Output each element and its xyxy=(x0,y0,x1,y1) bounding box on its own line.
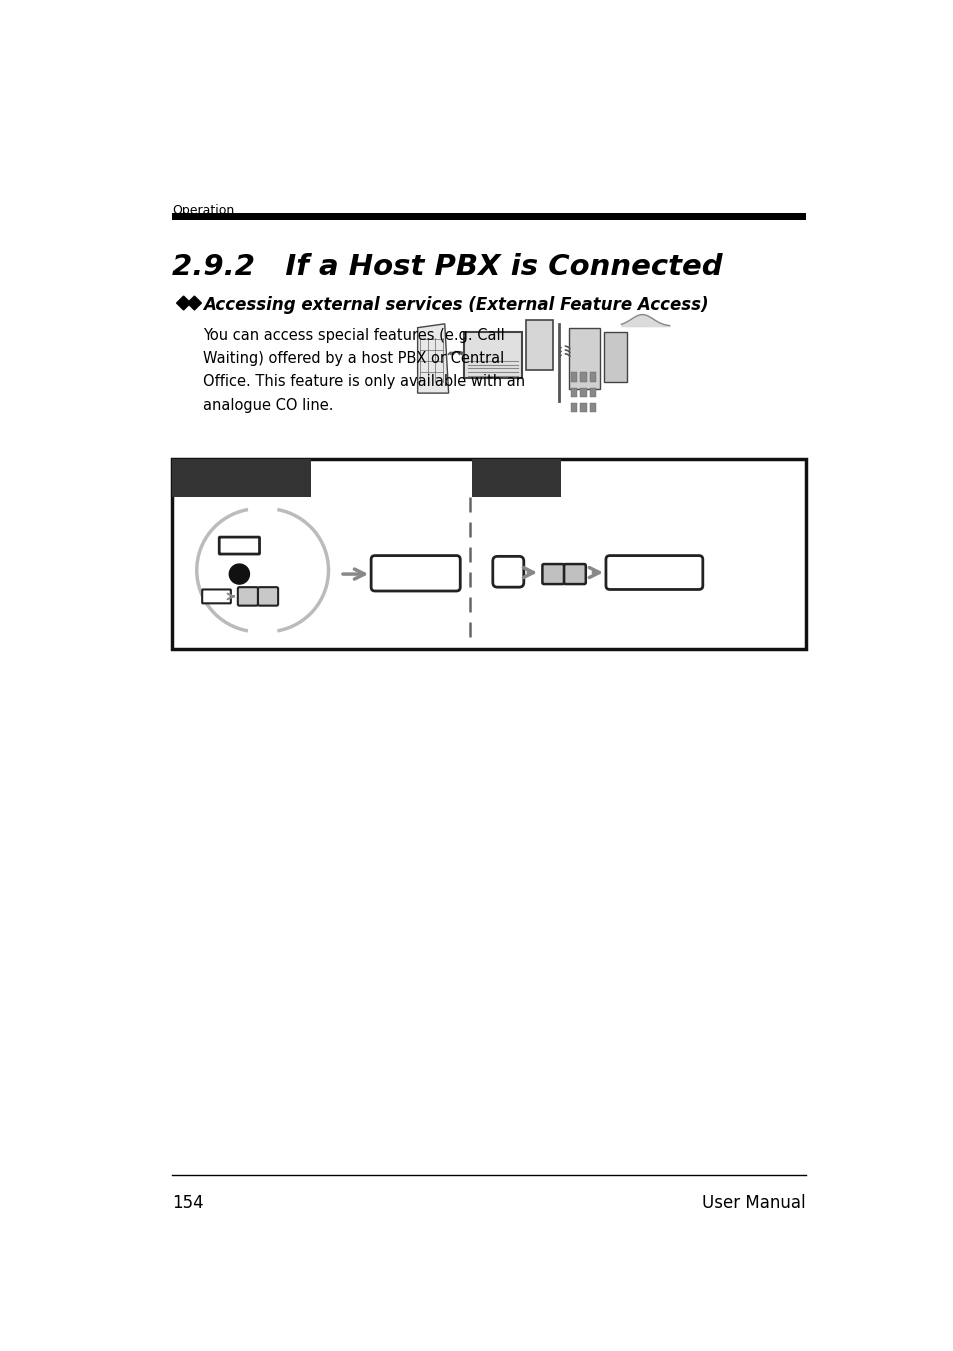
Text: Accessing external services (External Feature Access): Accessing external services (External Fe… xyxy=(203,296,708,313)
Bar xyxy=(172,458,311,497)
Text: Operation: Operation xyxy=(172,204,233,218)
Bar xyxy=(579,373,586,381)
Text: 2.9.2   If a Host PBX is Connected: 2.9.2 If a Host PBX is Connected xyxy=(172,253,721,281)
Bar xyxy=(172,458,805,648)
FancyBboxPatch shape xyxy=(202,589,231,604)
FancyBboxPatch shape xyxy=(542,565,563,584)
Text: 154: 154 xyxy=(172,1194,203,1212)
Bar xyxy=(571,388,577,397)
Polygon shape xyxy=(187,296,201,309)
Polygon shape xyxy=(176,296,191,309)
Bar xyxy=(589,388,596,397)
FancyBboxPatch shape xyxy=(493,557,523,588)
Bar xyxy=(579,403,586,412)
FancyBboxPatch shape xyxy=(525,320,553,370)
Bar xyxy=(579,388,586,397)
FancyBboxPatch shape xyxy=(464,331,521,378)
Bar xyxy=(571,373,577,381)
FancyBboxPatch shape xyxy=(257,588,278,605)
FancyBboxPatch shape xyxy=(219,538,259,554)
Bar xyxy=(589,403,596,412)
Text: You can access special features (e.g. Call
Waiting) offered by a host PBX or Cen: You can access special features (e.g. Ca… xyxy=(203,328,524,413)
Bar xyxy=(571,403,577,412)
Bar xyxy=(603,331,626,381)
Bar xyxy=(472,458,560,497)
Polygon shape xyxy=(417,324,448,393)
FancyBboxPatch shape xyxy=(237,588,257,605)
Bar xyxy=(589,373,596,381)
Text: User Manual: User Manual xyxy=(701,1194,805,1212)
FancyBboxPatch shape xyxy=(563,565,585,584)
Circle shape xyxy=(229,565,249,584)
Bar xyxy=(568,328,599,389)
Bar xyxy=(172,213,805,220)
FancyBboxPatch shape xyxy=(371,555,459,590)
FancyBboxPatch shape xyxy=(605,555,702,589)
